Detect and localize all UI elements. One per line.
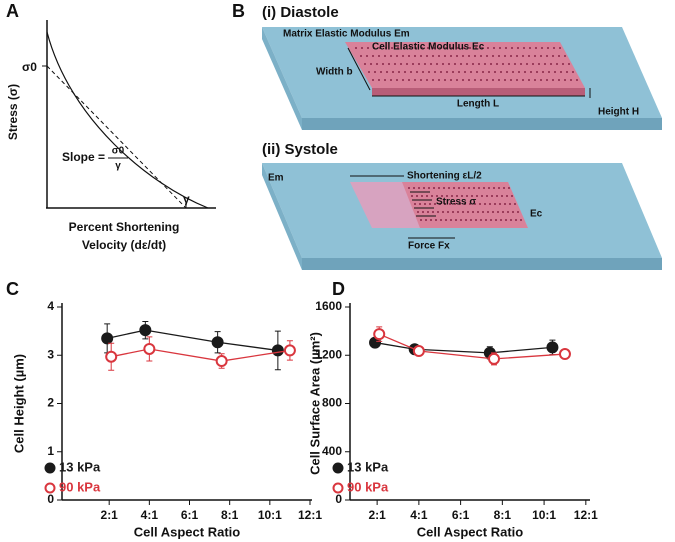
series-line <box>111 348 291 362</box>
x-axis-label: Velocity (dε/dt) <box>82 238 166 252</box>
panel-letter: B <box>232 1 245 21</box>
tangent <box>46 65 187 209</box>
chart: C 0 1 2 3 4 2:1 4:1 6:1 8:1 10:1 12:1 Cell Aspect Ra… <box>6 279 322 540</box>
legend-marker <box>332 482 344 494</box>
panel-a: A σ0 γ Stress (σ) Slope = σ0 γ Percent S… <box>6 1 216 252</box>
point <box>558 348 571 361</box>
point <box>546 341 559 354</box>
legend-label: 90 kPa <box>59 479 101 494</box>
x-tick-label: 4:1 <box>141 508 159 522</box>
point <box>139 324 152 337</box>
label: Height H <box>598 107 639 118</box>
sigma0: σ0 <box>22 60 37 74</box>
x-tick-label: 8:1 <box>221 508 239 522</box>
point <box>215 355 228 368</box>
y-tick-label: 1200 <box>315 347 342 361</box>
label: Width b <box>316 67 353 78</box>
panel-b: B (i) Diastole Matrix Elastic Modulus Em… <box>232 1 662 270</box>
legend-marker <box>44 482 56 494</box>
y-tick-label: 0 <box>47 492 54 506</box>
x-tick-label: 6:1 <box>181 508 199 522</box>
section-title: (i) Diastole <box>262 4 339 21</box>
x-tick-label: 6:1 <box>452 508 470 522</box>
y-tick-label: 1600 <box>315 299 342 313</box>
point <box>283 344 296 357</box>
y-tick-label: 4 <box>47 299 54 313</box>
label: Matrix Elastic Modulus Em <box>283 29 410 40</box>
matrix-side <box>302 118 662 130</box>
stress-arrows <box>410 191 436 217</box>
point <box>105 350 118 363</box>
series-line <box>107 329 278 352</box>
y-tick-label: 400 <box>322 444 342 458</box>
slope-den: γ <box>115 161 121 172</box>
x-axis-label: Percent Shortening <box>69 220 180 234</box>
point <box>211 336 224 349</box>
arrow <box>347 47 371 91</box>
y-tick-label: 1 <box>47 444 54 458</box>
point <box>143 342 156 355</box>
gamma: γ <box>183 192 190 206</box>
y-tick-label: 0 <box>335 492 342 506</box>
matrix-side <box>262 163 302 270</box>
cell-top <box>345 42 585 88</box>
point <box>373 328 386 341</box>
label: Length L <box>457 99 499 110</box>
label: Shortening εL/2 <box>407 171 482 182</box>
legend-label: 13 kPa <box>59 459 101 474</box>
matrix-side <box>262 27 302 130</box>
x-axis-title: Cell Aspect Ratio <box>134 524 240 539</box>
curve <box>46 31 209 209</box>
panel-letter: C <box>6 279 19 299</box>
x-tick-label: 12:1 <box>298 508 322 522</box>
label: Cell Elastic Modulus Ec <box>372 42 485 53</box>
y-tick-label: 800 <box>322 396 342 410</box>
point <box>412 345 425 358</box>
legend-label: 90 kPa <box>347 479 389 494</box>
x-tick-label: 8:1 <box>494 508 512 522</box>
point <box>101 332 114 345</box>
label: Em <box>268 173 284 184</box>
x-tick-label: 2:1 <box>368 508 386 522</box>
slope-num: σ0 <box>112 146 125 157</box>
chart: D 0 400 800 1200 1600 2:1 4:1 6:1 8:1 10:1 12:1 Cell… <box>307 279 598 540</box>
x-tick-label: 10:1 <box>532 508 556 522</box>
y-tick-label: 3 <box>47 347 54 361</box>
series-line <box>374 341 553 354</box>
section-title: (ii) Systole <box>262 141 338 158</box>
label: Ec <box>530 209 543 220</box>
legend-marker <box>44 462 56 474</box>
x-tick-label: 10:1 <box>258 508 282 522</box>
y-axis-label: Stress (σ) <box>6 84 20 140</box>
y-tick-label: 2 <box>47 396 54 410</box>
x-tick-label: 12:1 <box>574 508 598 522</box>
label: Force Fx <box>408 241 450 252</box>
panel-letter: A <box>6 1 19 21</box>
legend-marker <box>332 462 344 474</box>
legend-label: 13 kPa <box>347 459 389 474</box>
x-axis-title: Cell Aspect Ratio <box>417 524 523 539</box>
cell-striations <box>408 187 525 221</box>
cell-side <box>372 88 585 96</box>
x-tick-label: 2:1 <box>101 508 119 522</box>
series-line <box>378 333 566 360</box>
x-tick-label: 4:1 <box>410 508 428 522</box>
slope-label: Slope = <box>62 150 105 164</box>
matrix-side <box>302 258 662 270</box>
label: Stress σ <box>436 197 476 208</box>
point <box>271 344 284 357</box>
panel-letter: D <box>332 279 345 299</box>
point <box>488 352 500 365</box>
y-axis-title: Cell Height (µm) <box>11 354 26 453</box>
y-axis-title: Cell Surface Area (µm²) <box>307 332 322 475</box>
